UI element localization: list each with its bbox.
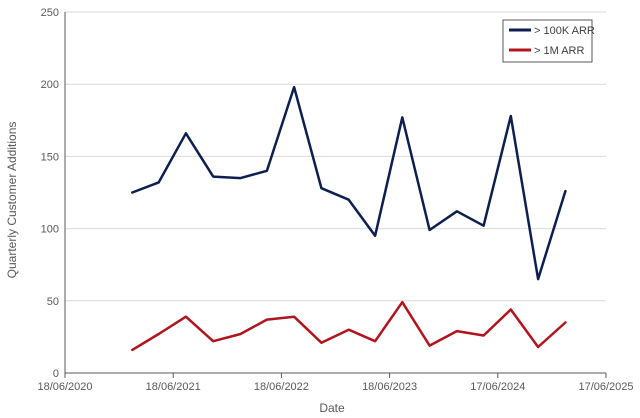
y-tick-label: 100 (41, 224, 59, 236)
x-tick-label: 18/06/2022 (254, 381, 309, 393)
x-tick-labels: 18/06/2020 18/06/2021 18/06/2022 18/06/2023… (37, 381, 633, 393)
series-lines (131, 85, 567, 352)
y-axis-title: Quarterly Customer Additions (5, 122, 19, 279)
y-tick-label: 50 (47, 296, 59, 308)
x-tick-label: 18/06/2021 (146, 381, 201, 393)
legend-label-1m: > 1M ARR (534, 45, 584, 57)
gridlines (65, 11, 606, 302)
legend: > 100K ARR > 1M ARR (502, 19, 595, 63)
series-line-1m-arr (131, 300, 567, 352)
y-tick-label: 150 (41, 151, 59, 163)
y-tick-label: 0 (53, 368, 59, 380)
x-tick-label: 18/06/2020 (37, 381, 92, 393)
x-tick-label: 18/06/2023 (362, 381, 417, 393)
x-tick-label: 17/06/2024 (470, 381, 525, 393)
y-tick-label: 250 (41, 7, 59, 19)
legend-label-100k: > 100K ARR (534, 25, 595, 37)
legend-box (502, 19, 593, 63)
y-tick-labels: 0 50 100 150 200 250 (41, 7, 59, 380)
axes (64, 12, 607, 378)
x-axis-title: Date (319, 401, 345, 415)
series-line-100k-arr (131, 85, 567, 281)
x-tick-label: 17/06/2025 (578, 381, 633, 393)
y-tick-label: 200 (41, 79, 59, 91)
